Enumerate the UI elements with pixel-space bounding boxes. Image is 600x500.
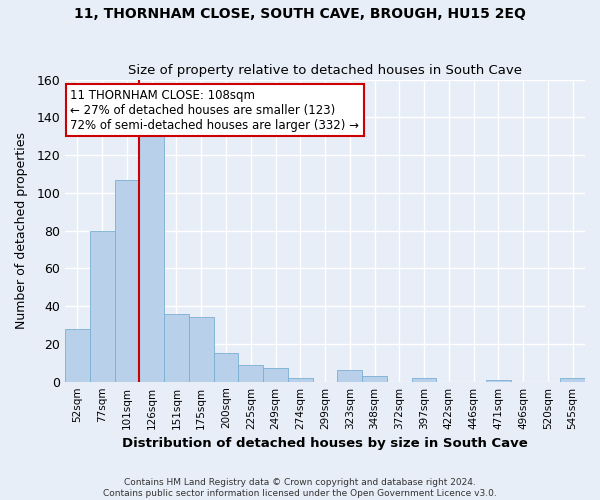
Bar — [214, 354, 238, 382]
Title: Size of property relative to detached houses in South Cave: Size of property relative to detached ho… — [128, 64, 522, 77]
Text: 11, THORNHAM CLOSE, SOUTH CAVE, BROUGH, HU15 2EQ: 11, THORNHAM CLOSE, SOUTH CAVE, BROUGH, … — [74, 8, 526, 22]
Bar — [337, 370, 362, 382]
Text: Contains HM Land Registry data © Crown copyright and database right 2024.
Contai: Contains HM Land Registry data © Crown c… — [103, 478, 497, 498]
Bar — [560, 378, 585, 382]
Bar — [139, 136, 164, 382]
X-axis label: Distribution of detached houses by size in South Cave: Distribution of detached houses by size … — [122, 437, 528, 450]
Bar — [486, 380, 511, 382]
Bar — [238, 364, 263, 382]
Bar — [164, 314, 189, 382]
Bar — [263, 368, 288, 382]
Bar — [115, 180, 139, 382]
Bar — [189, 318, 214, 382]
Bar — [362, 376, 387, 382]
Bar — [288, 378, 313, 382]
Bar — [65, 329, 90, 382]
Text: 11 THORNHAM CLOSE: 108sqm
← 27% of detached houses are smaller (123)
72% of semi: 11 THORNHAM CLOSE: 108sqm ← 27% of detac… — [70, 88, 359, 132]
Bar — [90, 230, 115, 382]
Y-axis label: Number of detached properties: Number of detached properties — [15, 132, 28, 329]
Bar — [412, 378, 436, 382]
